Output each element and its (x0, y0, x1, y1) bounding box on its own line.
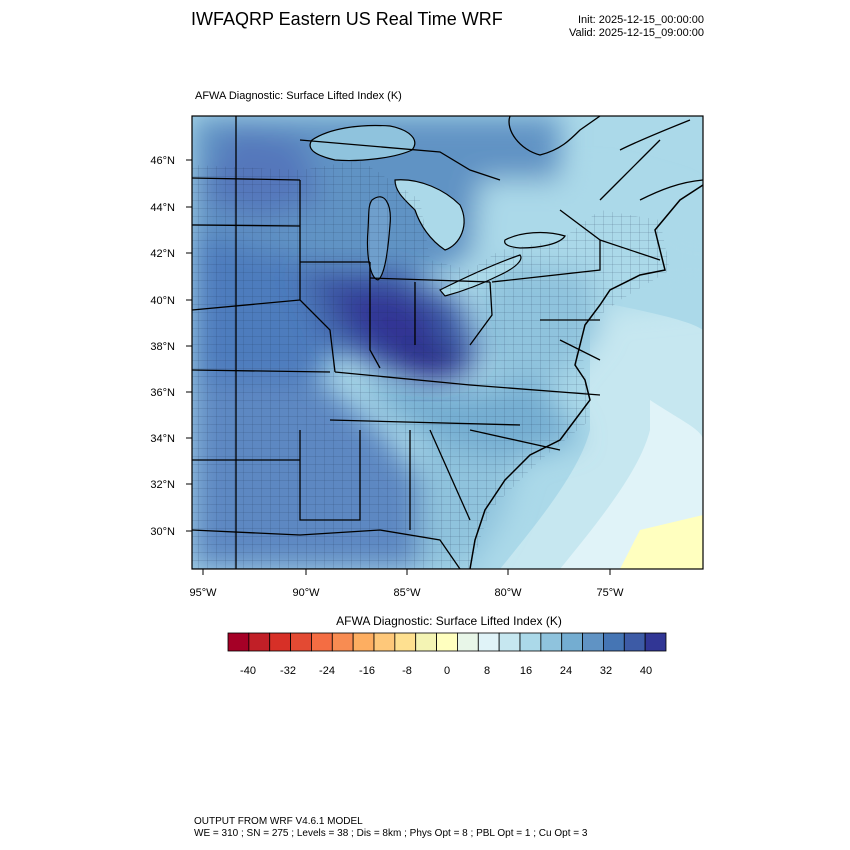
colorbar-swatch (394, 632, 417, 652)
colorbar-swatch (519, 632, 542, 652)
colorbar-tick: 32 (600, 665, 612, 677)
field-subtitle: AFWA Diagnostic: Surface Lifted Index (K… (195, 90, 402, 102)
lon-label: 80°W (494, 587, 522, 599)
colorbar-swatch (623, 632, 646, 652)
colorbar-tick: -8 (402, 665, 412, 677)
colorbar-swatch (415, 632, 437, 652)
lat-label: 34°N (150, 433, 175, 445)
map-frame (191, 115, 704, 570)
colorbar-swatch (269, 632, 291, 652)
lifted-index-field (192, 116, 703, 569)
model-options: WE = 310 ; SN = 275 ; Levels = 38 ; Dis … (194, 828, 588, 839)
lat-label: 36°N (150, 387, 175, 399)
lon-label: 85°W (393, 587, 421, 599)
colorbar-swatch (352, 632, 375, 652)
lat-label: 44°N (150, 202, 175, 214)
colorbar-swatch (311, 632, 333, 652)
lat-label: 40°N (150, 295, 175, 307)
colorbar-swatch (331, 632, 354, 652)
colorbar-swatch (582, 632, 604, 652)
colorbar-swatch (373, 632, 396, 652)
colorbar-tick: -16 (359, 665, 375, 677)
colorbar-tick: -40 (240, 665, 256, 677)
colorbar-tick: 8 (484, 665, 490, 677)
colorbar-tick: 0 (444, 665, 450, 677)
lat-label: 42°N (150, 248, 175, 260)
lon-label: 90°W (292, 587, 320, 599)
valid-time: Valid: 2025-12-15_09:00:00 (569, 27, 704, 39)
colorbar (227, 632, 667, 652)
colorbar-swatch (603, 632, 625, 652)
lon-label: 75°W (596, 587, 624, 599)
colorbar-tick: -32 (280, 665, 296, 677)
lat-label: 30°N (150, 526, 175, 538)
colorbar-swatch (644, 632, 667, 652)
model-info: OUTPUT FROM WRF V4.6.1 MODEL (194, 816, 363, 827)
colorbar-tick: 24 (560, 665, 572, 677)
init-time: Init: 2025-12-15_00:00:00 (578, 14, 704, 26)
colorbar-swatch (477, 632, 500, 652)
colorbar-swatch (227, 632, 250, 652)
colorbar-tick: 16 (520, 665, 532, 677)
plot-title: IWFAQRP Eastern US Real Time WRF (191, 9, 503, 29)
colorbar-swatch (436, 632, 458, 652)
colorbar-title: AFWA Diagnostic: Surface Lifted Index (K… (336, 614, 562, 628)
lat-label: 38°N (150, 341, 175, 353)
colorbar-swatch (540, 632, 563, 652)
lat-label: 32°N (150, 479, 175, 491)
colorbar-swatch (561, 632, 583, 652)
lat-label: 46°N (150, 155, 175, 167)
colorbar-swatch (290, 632, 312, 652)
lon-label: 95°W (189, 587, 217, 599)
colorbar-swatch (498, 632, 521, 652)
colorbar-tick: 40 (640, 665, 652, 677)
colorbar-tick: -24 (319, 665, 335, 677)
colorbar-swatch (248, 632, 271, 652)
colorbar-swatch (457, 632, 479, 652)
